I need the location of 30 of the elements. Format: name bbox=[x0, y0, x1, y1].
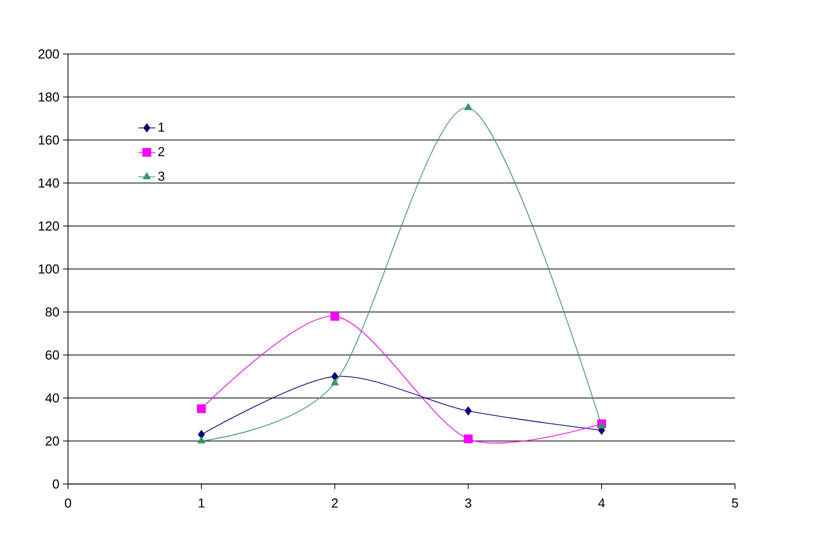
legend-label: 2 bbox=[158, 147, 164, 156]
y-tick-label: 140 bbox=[38, 178, 59, 188]
x-tick-label: 0 bbox=[64, 498, 72, 508]
point bbox=[464, 434, 473, 444]
y-tick-label: 120 bbox=[38, 221, 59, 231]
y-tick-label: 40 bbox=[45, 393, 59, 403]
y-tick-label: 80 bbox=[46, 307, 59, 317]
point bbox=[330, 378, 339, 386]
point bbox=[331, 372, 338, 381]
point bbox=[198, 430, 205, 439]
y-tick-label: 200 bbox=[38, 49, 59, 59]
point bbox=[330, 312, 340, 321]
point bbox=[598, 422, 606, 428]
x-tick-label: 3 bbox=[465, 498, 472, 508]
x-tick-label: 5 bbox=[732, 498, 738, 508]
legend-label: 1 bbox=[158, 122, 164, 132]
y-tick-label: 100 bbox=[38, 264, 59, 274]
point bbox=[464, 103, 472, 110]
x-tick-label: 4 bbox=[598, 498, 605, 508]
x-tick-label: 2 bbox=[332, 498, 338, 508]
y-tick-label: 180 bbox=[38, 92, 59, 102]
y-tick-label: 160 bbox=[38, 135, 59, 145]
y-tick-label: 0 bbox=[52, 479, 59, 489]
y-tick-label: 60 bbox=[46, 350, 59, 360]
point bbox=[197, 404, 206, 414]
point bbox=[198, 436, 206, 444]
y-tick-label: 20 bbox=[46, 436, 59, 446]
x-tick-label: 1 bbox=[198, 498, 204, 508]
legend-label: 3 bbox=[158, 172, 164, 181]
point bbox=[464, 406, 472, 416]
